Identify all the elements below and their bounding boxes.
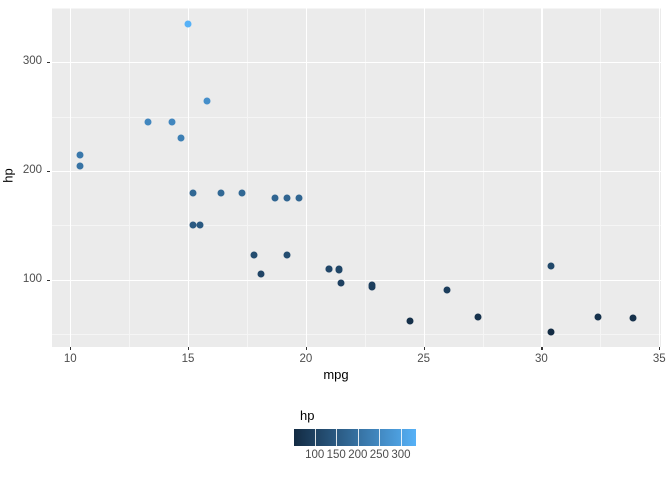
legend-tick-labels: 100 150 200 250 300 bbox=[294, 449, 416, 463]
y-tick-mark bbox=[47, 170, 50, 173]
gridline-major-x bbox=[423, 8, 425, 347]
gridline-major-x bbox=[659, 8, 661, 347]
y-axis-title: hp bbox=[0, 168, 16, 183]
data-point bbox=[368, 281, 376, 289]
legend-tick-mark bbox=[314, 429, 316, 446]
x-tick-mark bbox=[423, 347, 425, 350]
data-point bbox=[443, 286, 451, 294]
gridline-minor-y bbox=[52, 7, 661, 9]
legend-tick-mark bbox=[400, 429, 402, 446]
gridline-major-y bbox=[52, 279, 661, 281]
data-point bbox=[283, 251, 291, 259]
x-tick-label: 10 bbox=[63, 353, 77, 365]
x-tick-mark bbox=[305, 347, 308, 350]
x-tick-label: 20 bbox=[299, 353, 313, 365]
gridline-minor-x bbox=[364, 8, 366, 347]
legend-tick-label: 200 bbox=[348, 449, 368, 461]
data-point bbox=[406, 317, 413, 325]
y-tick-mark bbox=[47, 62, 50, 64]
y-tick-label: 200 bbox=[22, 163, 42, 176]
gridline-major-x bbox=[305, 8, 308, 347]
gridline-major-x bbox=[188, 8, 190, 347]
data-point bbox=[76, 162, 84, 170]
data-point bbox=[295, 194, 303, 202]
data-point bbox=[474, 313, 482, 321]
legend-colorbar bbox=[294, 429, 416, 446]
gridline-major-y bbox=[52, 62, 661, 64]
data-point bbox=[184, 20, 192, 28]
gridline-minor-x bbox=[482, 8, 484, 347]
gridline-minor-y bbox=[52, 116, 661, 118]
gridline-minor-x bbox=[129, 8, 130, 347]
data-point bbox=[594, 313, 602, 321]
data-point bbox=[238, 189, 246, 197]
legend-tick-mark bbox=[357, 429, 359, 446]
gridline-minor-y bbox=[52, 225, 661, 226]
data-point bbox=[168, 118, 176, 126]
data-point bbox=[203, 97, 211, 105]
y-tick-label: 300 bbox=[22, 55, 42, 68]
data-point bbox=[283, 194, 291, 202]
data-point bbox=[547, 262, 555, 270]
data-point bbox=[257, 270, 265, 278]
data-point bbox=[250, 251, 258, 259]
data-point bbox=[177, 134, 185, 142]
gridline-major-x bbox=[70, 8, 72, 347]
legend-tick-label: 250 bbox=[369, 449, 389, 461]
y-tick-label: 100 bbox=[22, 272, 42, 285]
x-tick-mark bbox=[70, 347, 72, 350]
data-point bbox=[196, 221, 204, 229]
legend-tick-label: 100 bbox=[305, 449, 325, 461]
x-tick-label: 25 bbox=[417, 353, 431, 365]
gridline-minor-x bbox=[600, 8, 601, 347]
y-tick-mark bbox=[47, 279, 50, 281]
plot-panel bbox=[52, 7, 661, 347]
gridline-minor-y bbox=[52, 334, 661, 335]
legend-tick-mark bbox=[379, 429, 381, 446]
legend-tick-label: 150 bbox=[326, 449, 346, 461]
data-point bbox=[337, 279, 345, 287]
data-point bbox=[335, 266, 343, 274]
data-point bbox=[189, 189, 197, 197]
legend-colorbar-ticks bbox=[294, 429, 416, 446]
x-tick-mark bbox=[659, 347, 661, 350]
legend-tick-mark bbox=[336, 429, 338, 446]
data-point bbox=[325, 265, 333, 273]
x-axis-title: mpg bbox=[323, 367, 349, 382]
x-tick-label: 30 bbox=[535, 353, 548, 365]
data-point bbox=[629, 314, 637, 322]
gridline-minor-x bbox=[246, 8, 248, 347]
x-tick-label: 35 bbox=[652, 353, 666, 365]
data-point bbox=[144, 118, 152, 126]
x-tick-mark bbox=[541, 347, 543, 350]
legend-title: hp bbox=[300, 408, 315, 423]
data-point bbox=[189, 221, 197, 229]
gridline-major-x bbox=[541, 8, 543, 347]
data-point bbox=[76, 151, 84, 159]
data-point bbox=[547, 328, 555, 336]
data-point bbox=[271, 194, 279, 202]
legend-tick-label: 300 bbox=[391, 449, 411, 461]
data-point bbox=[217, 189, 225, 197]
x-tick-mark bbox=[188, 347, 190, 350]
gridline-major-y bbox=[52, 170, 661, 173]
x-tick-label: 15 bbox=[181, 353, 195, 365]
